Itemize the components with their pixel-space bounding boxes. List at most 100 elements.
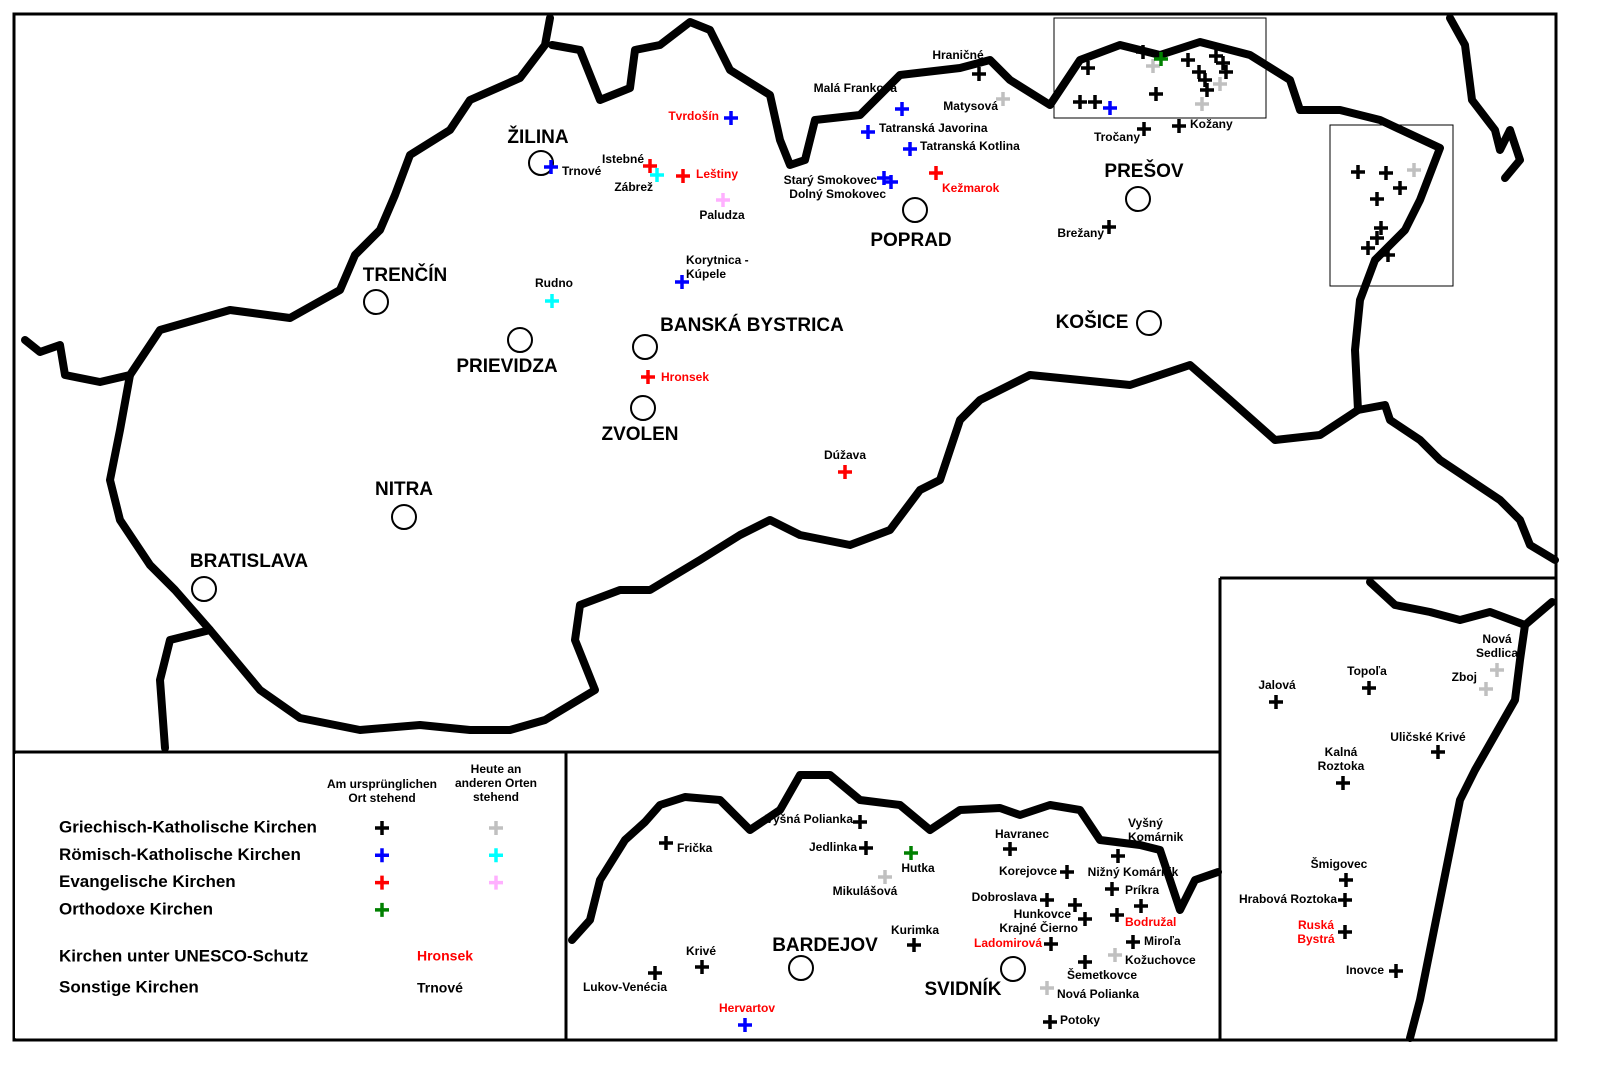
country-border xyxy=(1446,14,1524,182)
church-label-line: Komárnik xyxy=(1128,830,1184,844)
church-label: Šemetkovce xyxy=(1067,967,1137,982)
church-label: Hunkovce xyxy=(1014,907,1072,921)
city-marker xyxy=(1000,956,1026,982)
church-label: Inovce xyxy=(1346,963,1384,977)
legend-label: Griechisch-Katholische Kirchen xyxy=(59,817,317,836)
church-marker xyxy=(1126,935,1140,949)
church-marker xyxy=(375,902,389,917)
church-label: Kalná Roztoka xyxy=(1318,745,1365,773)
church-label: Tatranská Javorina xyxy=(879,121,988,135)
church-label: Bodružal xyxy=(1125,915,1176,929)
church-marker xyxy=(1362,681,1376,695)
church-marker xyxy=(1339,873,1353,887)
map-frame xyxy=(12,12,1558,1042)
city-marker xyxy=(528,150,554,176)
city-label: KOŠICE xyxy=(1056,311,1129,333)
church-marker xyxy=(929,166,943,180)
city-label: POPRAD xyxy=(870,230,951,251)
church-label: Vyšný Komárnik xyxy=(1128,816,1184,844)
church-label-line: Kalná xyxy=(1325,745,1358,759)
city-marker xyxy=(632,334,658,360)
city-label: NITRA xyxy=(375,479,433,500)
church-marker xyxy=(738,1018,752,1032)
church-label-line: Sedlica xyxy=(1476,646,1518,660)
church-label: Starý Smokovec xyxy=(784,173,878,187)
church-label: Hraničné xyxy=(932,48,984,62)
church-label: Nová Polianka xyxy=(1057,987,1139,1001)
church-label: Potoky xyxy=(1060,1013,1100,1027)
church-marker xyxy=(1351,165,1365,179)
church-marker xyxy=(1379,166,1393,180)
church-label: Nová Sedlica xyxy=(1476,632,1518,660)
country-border xyxy=(156,626,214,752)
church-marker xyxy=(1081,61,1095,75)
church-marker xyxy=(838,465,852,479)
church-marker xyxy=(1192,65,1206,79)
church-marker xyxy=(904,846,918,860)
church-marker xyxy=(1102,220,1116,234)
church-label: Hronsek xyxy=(661,370,709,384)
city-marker xyxy=(1136,310,1162,336)
church-marker xyxy=(1216,56,1230,70)
legend-column-header: Heute an anderen Orten stehend xyxy=(455,762,537,804)
church-label: Tatranská Kotlina xyxy=(920,139,1020,153)
legend-column-header-line: anderen Orten xyxy=(455,776,537,790)
church-marker xyxy=(1198,73,1212,87)
church-label-line: Bystrá xyxy=(1297,932,1335,946)
church-label: Malá Franková xyxy=(814,81,898,95)
church-label: Zábrež xyxy=(614,180,653,194)
church-label-line: Nová xyxy=(1482,632,1512,646)
church-marker xyxy=(641,370,655,384)
church-marker xyxy=(1105,882,1119,896)
church-marker xyxy=(1060,865,1074,879)
church-marker xyxy=(375,875,389,890)
city-marker xyxy=(191,576,217,602)
city-marker xyxy=(391,504,417,530)
church-label: Ladomirová xyxy=(974,936,1042,950)
church-marker xyxy=(1146,59,1160,73)
church-marker xyxy=(375,848,389,863)
church-marker xyxy=(724,111,738,125)
church-marker xyxy=(1269,695,1283,709)
church-marker xyxy=(1073,95,1087,109)
country-border xyxy=(1521,598,1556,629)
city-marker xyxy=(630,395,656,421)
legend-example: Trnové xyxy=(417,980,463,996)
church-marker xyxy=(1407,163,1421,177)
church-marker xyxy=(1338,893,1352,907)
city-label: SVIDNÍK xyxy=(924,978,1001,1000)
city-label: ŽILINA xyxy=(507,126,568,148)
church-marker xyxy=(1088,95,1102,109)
church-label: Tvrdošín xyxy=(668,109,719,123)
church-label: Hrabová Roztoka xyxy=(1239,892,1337,906)
church-marker xyxy=(1370,231,1384,245)
church-marker xyxy=(878,870,892,884)
church-label: Brežany xyxy=(1057,226,1104,240)
church-label: Korejovce xyxy=(999,864,1057,878)
city-label: ZVOLEN xyxy=(601,424,678,445)
church-label: Leštiny xyxy=(696,167,738,181)
city-label: TRENČÍN xyxy=(363,264,447,286)
church-marker xyxy=(1043,1015,1057,1029)
church-marker xyxy=(1103,101,1117,115)
church-label: Dúžava xyxy=(824,448,866,462)
city-label: BANSKÁ BYSTRICA xyxy=(660,314,844,336)
church-marker xyxy=(1219,65,1233,79)
church-label: Tročany xyxy=(1094,130,1140,144)
church-marker xyxy=(1195,97,1209,111)
church-marker xyxy=(695,960,709,974)
church-marker xyxy=(1172,119,1186,133)
church-label: Mikulášová xyxy=(833,884,898,898)
church-marker xyxy=(1181,53,1195,67)
legend-column-header-line: stehend xyxy=(473,790,519,804)
city-marker xyxy=(363,289,389,315)
church-marker xyxy=(1078,955,1092,969)
church-marker xyxy=(675,275,689,289)
church-marker xyxy=(716,193,730,207)
legend-column-header-line: Am ursprünglichen xyxy=(327,777,437,791)
church-label-line: Vyšný xyxy=(1128,816,1163,830)
legend-panel xyxy=(15,754,564,1038)
church-marker xyxy=(1044,937,1058,951)
church-label: Ruská Bystrá xyxy=(1297,918,1335,946)
church-marker xyxy=(903,142,917,156)
